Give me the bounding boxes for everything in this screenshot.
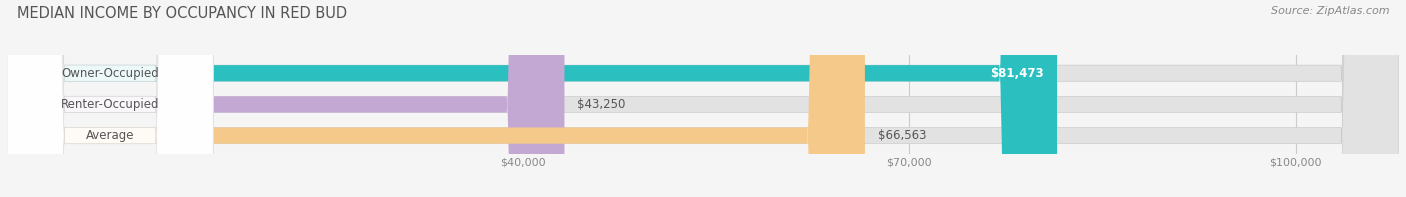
FancyBboxPatch shape bbox=[7, 0, 1399, 197]
FancyBboxPatch shape bbox=[7, 0, 214, 197]
FancyBboxPatch shape bbox=[7, 0, 865, 197]
Text: $43,250: $43,250 bbox=[578, 98, 626, 111]
Text: $66,563: $66,563 bbox=[877, 129, 927, 142]
Text: MEDIAN INCOME BY OCCUPANCY IN RED BUD: MEDIAN INCOME BY OCCUPANCY IN RED BUD bbox=[17, 6, 347, 21]
FancyBboxPatch shape bbox=[7, 0, 1399, 197]
Text: Renter-Occupied: Renter-Occupied bbox=[60, 98, 159, 111]
FancyBboxPatch shape bbox=[7, 0, 1399, 197]
FancyBboxPatch shape bbox=[7, 0, 564, 197]
FancyBboxPatch shape bbox=[7, 0, 1057, 197]
FancyBboxPatch shape bbox=[7, 0, 214, 197]
Text: Average: Average bbox=[86, 129, 135, 142]
Text: Owner-Occupied: Owner-Occupied bbox=[62, 67, 159, 80]
FancyBboxPatch shape bbox=[7, 0, 214, 197]
Text: $81,473: $81,473 bbox=[991, 67, 1045, 80]
Text: Source: ZipAtlas.com: Source: ZipAtlas.com bbox=[1271, 6, 1389, 16]
